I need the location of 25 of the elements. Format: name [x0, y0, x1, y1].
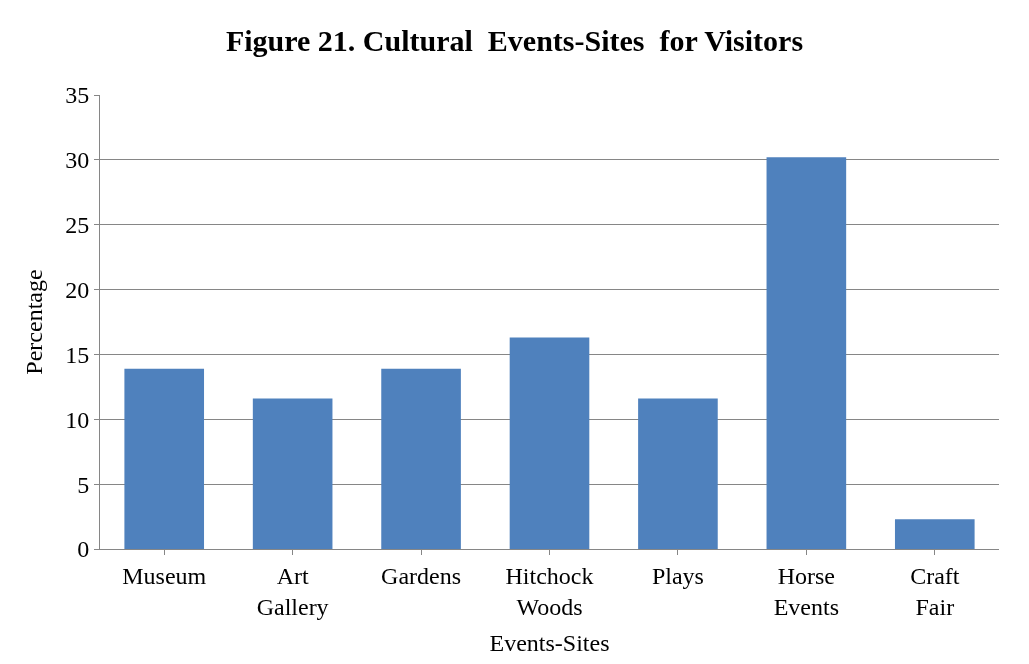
y-tick-label: 10: [65, 406, 90, 433]
bar: [509, 337, 590, 549]
y-tick-label: 35: [65, 82, 90, 109]
bar: [124, 368, 205, 549]
y-tick-label: 20: [65, 276, 90, 303]
bar: [638, 398, 718, 549]
x-tick-label: Plays: [651, 562, 704, 589]
y-axis-title: Percentage: [21, 269, 48, 375]
x-tick-label: Gardens: [381, 562, 462, 589]
x-tick-label: Craft Fair: [910, 562, 960, 620]
y-tick-label: 30: [65, 147, 90, 174]
y-tick-label: 0: [77, 536, 90, 563]
y-tick-label: 25: [65, 212, 90, 239]
y-tick-label: 5: [77, 471, 90, 498]
bar: [252, 398, 333, 549]
y-tick-label: 15: [65, 341, 90, 368]
bar: [766, 157, 847, 549]
chart-title: Figure 21. Cultural Events-Sites for Visitors: [225, 23, 804, 57]
x-tick-label: Hitchock Woods: [505, 562, 594, 620]
x-tick-label: Museum: [122, 562, 207, 589]
x-tick-label: Horse Events: [773, 562, 840, 620]
x-tick-label: Art Gallery: [256, 562, 329, 620]
bar: [381, 368, 461, 549]
x-axis-title: Events-Sites: [489, 630, 610, 657]
bar: [894, 519, 975, 549]
